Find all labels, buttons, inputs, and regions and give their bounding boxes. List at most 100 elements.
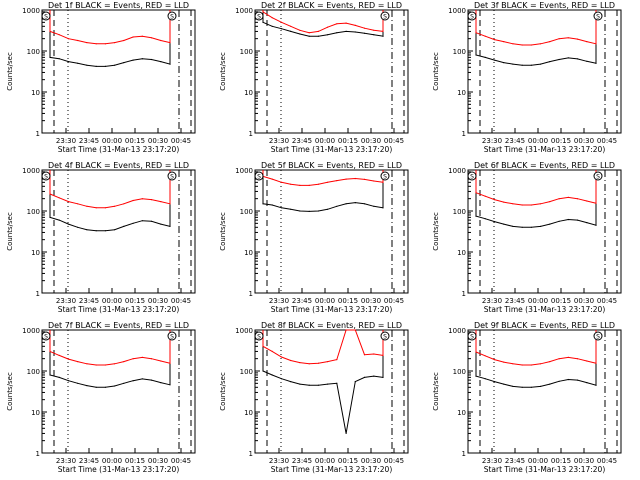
saa-marker-label: S <box>596 14 600 21</box>
data-point <box>558 198 560 200</box>
data-point <box>290 25 292 27</box>
y-tick-label: 10 <box>31 89 40 97</box>
data-point <box>530 44 532 46</box>
data-point <box>104 364 106 366</box>
data-point <box>475 192 477 194</box>
data-point <box>160 360 162 362</box>
x-axis-label: Start Time (31-Mar-13 23:17:20) <box>271 305 393 314</box>
data-point <box>530 226 532 228</box>
data-point <box>308 32 310 34</box>
data-point <box>586 200 588 202</box>
data-point <box>150 37 153 39</box>
data-point <box>493 199 496 201</box>
x-tick-label: 23:30 <box>269 137 289 145</box>
data-point <box>336 359 338 361</box>
data-point <box>493 359 496 361</box>
saa-marker-label: S <box>596 174 600 181</box>
data-point <box>382 181 384 183</box>
detector-panel-1: Det 1f BLACK = Events, RED = LLD 1 10 100 10… <box>6 1 196 154</box>
x-tick-label: 23:45 <box>79 297 99 305</box>
y-tick-label: 100 <box>453 48 466 56</box>
data-point <box>558 358 560 360</box>
x-tick-label: 23:45 <box>292 137 312 145</box>
y-tick-label: 1 <box>462 450 466 458</box>
panel-title: Det 7f BLACK = Events, RED = LLD <box>48 321 189 330</box>
panel-title: Det 9f BLACK = Events, RED = LLD <box>474 321 615 330</box>
data-point <box>345 432 347 434</box>
x-tick-label: 23:30 <box>56 457 76 465</box>
data-point <box>484 35 486 37</box>
data-point <box>595 43 597 45</box>
saa-marker-icon <box>167 331 177 341</box>
data-point <box>77 226 79 228</box>
data-point <box>540 225 542 227</box>
x-tick-label: 00:45 <box>171 137 191 145</box>
data-point <box>595 202 597 204</box>
data-point <box>49 30 51 32</box>
saa-marker-label: S <box>470 174 474 181</box>
data-point <box>262 345 264 347</box>
data-point <box>363 178 366 180</box>
data-point <box>290 30 292 32</box>
y-tick-label: 100 <box>27 48 40 56</box>
x-tick-label: 00:30 <box>361 457 381 465</box>
data-point <box>475 375 477 377</box>
data-point <box>86 363 88 365</box>
x-tick-label: 00:45 <box>171 297 191 305</box>
data-point <box>576 358 579 360</box>
y-tick-label: 1 <box>36 450 40 458</box>
x-tick-label: 23:30 <box>482 137 502 145</box>
data-point <box>586 222 588 224</box>
plot-frame <box>41 169 196 294</box>
saa-marker-label: S <box>596 334 600 341</box>
data-point <box>363 376 366 378</box>
data-point <box>169 384 171 386</box>
y-axis-label: Counts/sec <box>219 212 227 251</box>
data-point <box>373 180 375 182</box>
data-point <box>141 220 143 222</box>
data-point <box>373 34 375 36</box>
data-point <box>169 203 171 205</box>
data-point <box>567 356 569 358</box>
data-point <box>308 35 310 37</box>
x-tick-label: 23:30 <box>56 137 76 145</box>
data-point <box>49 350 51 352</box>
x-tick-label: 23:30 <box>482 297 502 305</box>
detector-panel-6: Det 6f BLACK = Events, RED = LLD 1 10 100 10… <box>432 161 622 314</box>
data-point <box>549 361 551 363</box>
saa-marker-label: S <box>170 174 174 181</box>
data-point <box>104 230 106 232</box>
data-point <box>327 383 329 385</box>
data-point <box>169 225 171 227</box>
data-point <box>586 382 588 384</box>
data-point <box>521 386 523 388</box>
data-point <box>512 43 514 45</box>
data-point <box>271 374 273 376</box>
y-tick-label: 100 <box>453 368 466 376</box>
y-axis-label: Counts/sec <box>432 52 440 91</box>
x-tick-label: 00:45 <box>597 137 617 145</box>
x-tick-label: 00:30 <box>574 137 594 145</box>
saa-marker-icon <box>41 11 51 21</box>
y-tick-label: 10 <box>244 409 253 417</box>
data-point <box>95 207 97 209</box>
data-point <box>521 364 523 366</box>
y-tick-label: 1000 <box>448 7 466 15</box>
data-point <box>567 57 569 59</box>
x-tick-label: 00:30 <box>361 137 381 145</box>
data-point <box>169 42 171 44</box>
data-point <box>540 203 542 205</box>
data-point <box>540 363 542 365</box>
series-line-2 <box>475 10 597 46</box>
y-tick-label: 10 <box>457 409 466 417</box>
y-tick-label: 1000 <box>448 327 466 335</box>
plot-frame <box>467 169 622 294</box>
data-point <box>363 32 366 34</box>
y-axis-label: Counts/sec <box>6 52 14 91</box>
y-tick-label: 10 <box>457 249 466 257</box>
data-point <box>290 381 292 383</box>
data-point <box>114 42 116 44</box>
data-point <box>493 221 496 223</box>
detector-panel-4: Det 4f BLACK = Events, RED = LLD 1 10 100 10… <box>6 161 196 314</box>
data-point <box>354 177 356 180</box>
